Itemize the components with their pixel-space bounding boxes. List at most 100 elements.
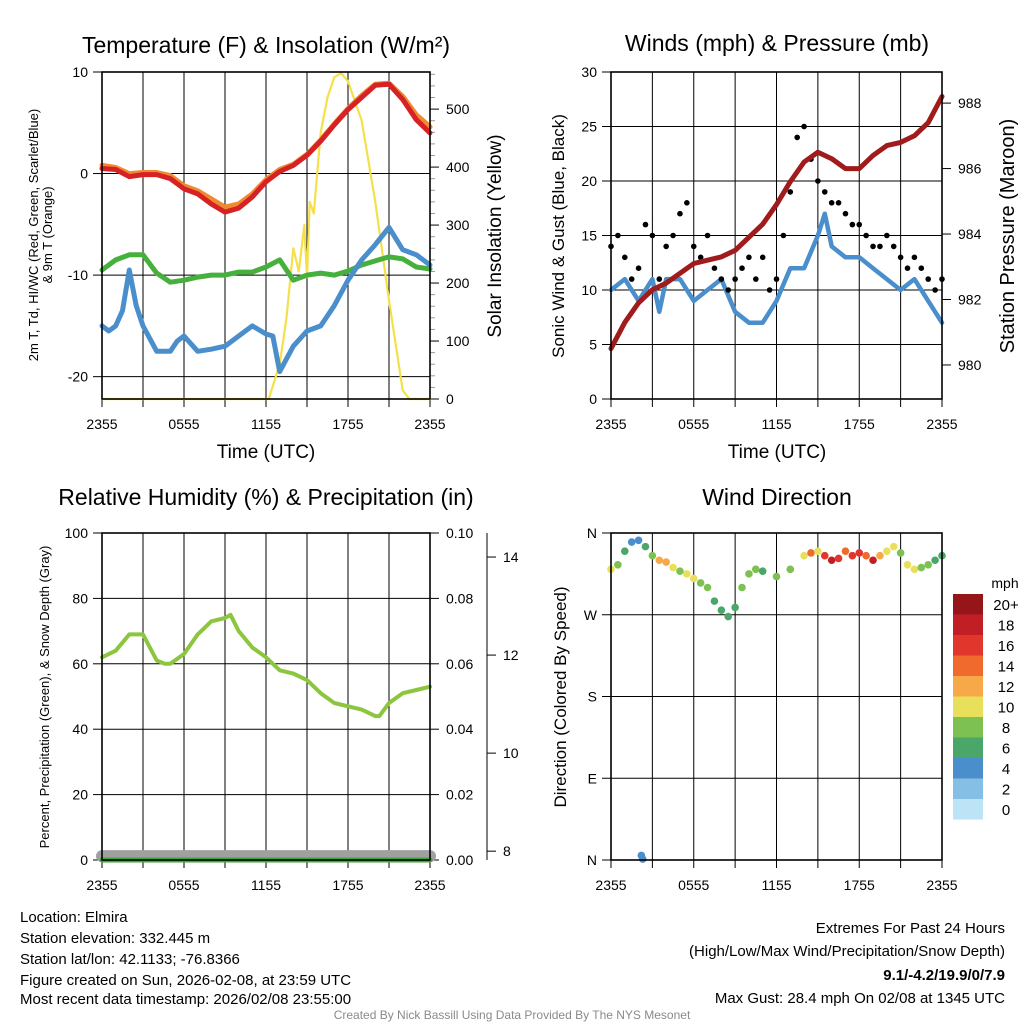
direction-point [814,547,822,555]
gust-point [732,276,738,282]
y2-tick-label: 8 [503,843,511,859]
gust-point [663,243,669,250]
y2-tick-label: 0.08 [446,590,473,606]
temp-y-axis-label: 2m T, Td, HI/WC (Red, Green, Scarlet/Blu… [26,109,41,361]
direction-point [738,583,746,592]
footer-recent: Most recent data timestamp: 2026/02/08 2… [20,991,351,1008]
gust-point [918,265,925,272]
gust-point [773,276,780,282]
y-tick-label: 15 [581,228,597,244]
legend-label: 18 [998,618,1015,635]
x-tick-label: 0555 [168,416,199,432]
gust-point [932,287,938,293]
legend-swatch [953,594,983,615]
direction-point [710,597,719,605]
footer-location: Location: Elmira [20,909,128,926]
pressure-y-axis-label: Station Pressure (Maroon) [997,119,1019,354]
gust-point [842,210,849,217]
direction-point [634,536,643,545]
legend-swatch [953,799,983,820]
temp-x-axis-label: Time (UTC) [217,442,316,463]
x-tick-label: 0555 [678,416,709,432]
y-tick-label: 80 [72,590,88,606]
direction-point [883,547,891,555]
y-tick-label: 0 [80,166,88,182]
direction-point [786,565,795,574]
temp-y2-axis-label: Solar Insolation (Yellow) [485,134,506,337]
gust-point [911,254,918,261]
y2-tick-label: 0 [446,391,454,407]
y-tick-label: 25 [581,119,597,135]
gust-point [690,243,697,250]
y2-tick-label: 100 [446,333,470,349]
direction-point [683,570,691,578]
gust-point [877,243,883,250]
y2-tick-label: 0.06 [446,656,473,672]
gust-point [684,200,690,206]
direction-point [924,560,933,569]
legend-swatch [953,758,983,779]
y-tick-label: -10 [68,267,88,283]
gust-point [787,189,794,195]
x-tick-label: 2355 [926,877,957,893]
series-2m-t [99,81,433,215]
x-tick-label: 1755 [844,877,875,893]
gust-point [780,232,787,239]
direction-tick-label: N [587,525,597,541]
y2-tick-label: 982 [958,291,982,307]
gust-point [897,254,904,261]
y-tick-label: 40 [72,721,88,737]
series-insolation [100,72,432,401]
y2-tick-label: 0.00 [446,852,473,868]
gust-point [821,189,828,195]
y2-tick-label: 984 [958,226,982,242]
legend-label: 0 [1002,802,1010,819]
direction-point [772,572,781,581]
extremes-title: Extremes For Past 24 Hours [816,920,1005,937]
direction-point [641,542,650,551]
y-tick-label: 0 [80,852,88,868]
y2-tick-label: 986 [958,161,982,177]
gust-point [884,232,890,239]
direction-tick-label: N [587,852,597,868]
direction-point [834,554,843,563]
direction-point [731,603,739,612]
gust-point [863,232,869,239]
gust-point [615,232,621,239]
legend-label: 8 [1002,720,1010,737]
direction-point [807,549,815,557]
y-tick-label: 10 [581,282,597,298]
gust-point [635,265,642,272]
x-tick-label: 0555 [678,877,709,893]
x-tick-label: 1155 [761,416,791,432]
gust-point [656,276,663,282]
direction-point [917,563,926,572]
direction-point [627,538,636,546]
gust-point [753,276,759,282]
plot-frame [610,71,943,400]
direction-tick-label: S [588,689,597,705]
gust-point [890,243,897,250]
legend-label: 12 [998,679,1015,696]
legend-label: 10 [998,700,1015,717]
wind-chart-title: Winds (mph) & Pressure (mb) [625,30,929,56]
extremes-values: 9.1/-4.2/19.9/0/7.9 [883,967,1005,984]
gust-point [904,265,911,272]
gust-point [677,210,683,217]
x-tick-label: 2355 [414,416,445,432]
x-tick-label: 0555 [168,877,199,893]
gust-point [849,221,856,228]
x-tick-label: 2355 [86,416,117,432]
direction-point [655,556,664,565]
y2-tick-label: 12 [503,647,519,663]
legend-swatch [953,614,983,635]
direction-point [676,567,684,575]
series-td [99,252,433,285]
wind-y-axis-label: Sonic Wind & Gust (Blue, Black) [549,114,568,358]
y-tick-label: 20 [581,173,597,189]
y-tick-label: 100 [65,525,89,541]
legend-swatch [953,778,983,799]
gust-point [828,200,835,206]
gust-point [815,178,821,184]
direction-point [614,560,622,569]
